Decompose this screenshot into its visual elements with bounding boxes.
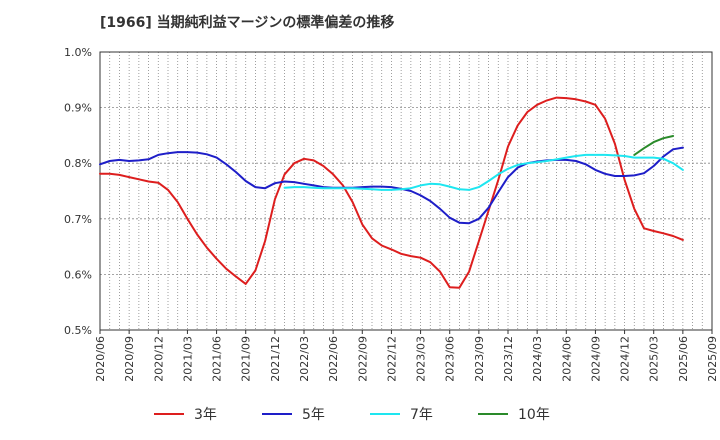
x-tick-label: 2024/03 [531, 336, 544, 382]
x-tick-label: 2024/06 [560, 336, 573, 382]
legend-label-7年: 7年 [410, 407, 433, 423]
x-tick-label: 2022/06 [327, 336, 340, 382]
x-tick-label: 2021/09 [240, 336, 253, 382]
x-tick-label: 2020/09 [123, 336, 136, 382]
x-tick-label: 2021/06 [211, 336, 224, 382]
series-line-5年 [99, 146, 684, 225]
x-tick-label: 2020/06 [94, 336, 107, 382]
y-tick-label: 0.6% [64, 268, 92, 281]
y-tick-label: 0.9% [64, 102, 92, 115]
x-tick-label: 2023/03 [415, 336, 428, 382]
plot-frame [99, 51, 713, 331]
x-tick-label: 2025/06 [677, 336, 690, 382]
x-tick-label: 2022/09 [356, 336, 369, 382]
x-tick-label: 2021/03 [181, 336, 194, 382]
x-tick-label: 2024/12 [619, 336, 632, 382]
chart-title: [1966] 当期純利益マージンの標準偏差の推移 [100, 15, 395, 31]
x-tick-label: 2022/03 [298, 336, 311, 382]
series-line-7年 [283, 153, 684, 191]
x-tick-label: 2024/09 [589, 336, 602, 382]
legend-label-10年: 10年 [518, 407, 550, 423]
x-tick-label: 2022/12 [385, 336, 398, 382]
y-tick-label: 0.7% [64, 213, 92, 226]
y-tick-label: 0.5% [64, 324, 92, 337]
x-tick-label: 2025/09 [706, 336, 719, 382]
legend-label-3年: 3年 [194, 407, 217, 423]
y-tick-label: 1.0% [64, 46, 92, 59]
x-tick-label: 2023/09 [473, 336, 486, 382]
x-tick-label: 2023/06 [444, 336, 457, 382]
x-tick-label: 2025/03 [648, 336, 661, 382]
series-line-3年 [99, 96, 684, 289]
x-tick-label: 2023/12 [502, 336, 515, 382]
y-tick-label: 0.8% [64, 157, 92, 170]
legend-label-5年: 5年 [302, 407, 325, 423]
x-tick-label: 2021/12 [269, 336, 282, 382]
series-line-10年 [633, 135, 675, 156]
x-tick-label: 2020/12 [152, 336, 165, 382]
